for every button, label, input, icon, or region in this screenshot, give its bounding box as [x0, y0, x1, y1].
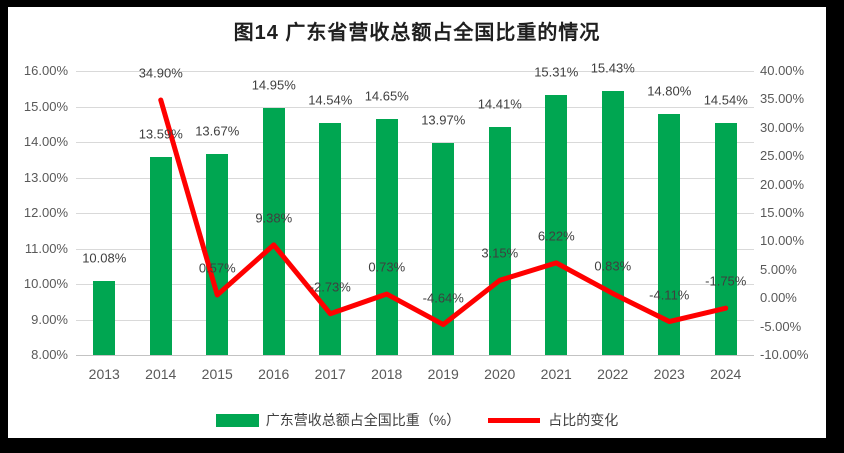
right-axis-tick: -5.00% [760, 318, 802, 334]
left-axis-tick: 9.00% [31, 311, 68, 327]
line-label-2024: -1.75% [705, 273, 747, 289]
right-axis-tick: 15.00% [760, 205, 805, 220]
right-axis-tick: 40.00% [760, 63, 805, 78]
x-axis-tick: 2016 [258, 366, 290, 382]
right-axis-tick: 35.00% [760, 91, 805, 107]
bar-label-2020: 14.41% [477, 96, 522, 112]
left-axis: 16.00% 15.00% 14.00% 13.00% 12.00% 11.00% 10.0… [8, 63, 70, 362]
x-axis-tick: 2015 [201, 366, 233, 382]
line-series-layer [158, 97, 729, 328]
bar-label-2023: 14.80% [647, 83, 692, 99]
x-axis-tick: 2021 [540, 366, 572, 382]
gridline [76, 142, 754, 143]
bar-2017 [319, 122, 342, 355]
bar-2024 [714, 122, 737, 355]
right-axis-tick: 30.00% [760, 119, 805, 135]
left-axis-tick: 16.00% [23, 63, 68, 78]
line-label-2022: 0.83% [594, 258, 632, 274]
line-label-2017: -2.73% [309, 279, 351, 295]
gridline [76, 177, 754, 179]
legend-line-swatch-icon [488, 417, 541, 423]
bar-2019 [432, 143, 455, 355]
right-axis-tick: 5.00% [760, 261, 797, 277]
x-axis-tick: 2024 [710, 366, 742, 382]
gridline [76, 248, 754, 250]
right-axis-tick: 10.00% [760, 233, 805, 249]
line-label-2023: -4.11% [649, 287, 690, 303]
gridline [76, 355, 754, 356]
gridline [76, 319, 754, 321]
right-axis-tick: 25.00% [760, 148, 805, 164]
right-axis: 40.00% 35.00% 30.00% 25.00% 20.00% 15.00% 10.0… [760, 63, 826, 362]
gridline [76, 284, 754, 285]
x-axis-tick: 2017 [314, 366, 346, 382]
bar-label-2022: 15.43% [590, 60, 635, 76]
legend-bar-label: 广东营收总额占全国比重（%） [265, 412, 461, 428]
bar-label-2019: 13.97% [421, 112, 466, 128]
bar-2015 [206, 153, 229, 355]
x-axis-tick: 2022 [597, 366, 629, 382]
chart-title: 图14 广东省营收总额占全国比重的情况 [233, 22, 601, 44]
x-axis-tick: 2019 [427, 366, 459, 382]
bar-2020 [488, 127, 511, 355]
gridline [76, 106, 754, 108]
right-axis-tick: -10.00% [760, 347, 809, 362]
bar-label-2018: 14.65% [364, 88, 409, 104]
left-axis-tick: 11.00% [24, 240, 68, 256]
x-axis-tick: 2013 [88, 366, 120, 382]
legend: 广东营收总额占全国比重（%） 占比的变化 [8, 410, 826, 430]
bar-label-2013: 10.08% [82, 250, 127, 266]
x-axis-tick: 2018 [371, 366, 403, 382]
bar-label-2014: 13.59% [138, 126, 183, 142]
bar-label-2016: 14.95% [251, 77, 296, 93]
bar-2016 [262, 108, 285, 355]
left-axis-tick: 8.00% [31, 347, 68, 362]
left-axis-tick: 14.00% [23, 134, 68, 149]
legend-line-label: 占比的变化 [548, 412, 619, 428]
left-axis-tick: 10.00% [23, 276, 68, 291]
bar-label-2021: 15.31% [534, 64, 579, 80]
left-axis-tick: 12.00% [23, 205, 68, 220]
bar-2014 [149, 156, 172, 355]
right-axis-tick: 20.00% [760, 176, 805, 192]
gridline [76, 213, 754, 214]
plot-area: 10.08% 13.59% 13.67% 14.95% 14.54% 14.65% 13.9… [76, 61, 754, 356]
line-label-2020: 3.15% [481, 245, 519, 261]
line-series [158, 97, 729, 328]
left-axis-tick: 13.00% [23, 169, 68, 185]
line-label-2018: 0.73% [368, 259, 406, 275]
line-label-2015: 0.57% [198, 260, 236, 276]
x-axis-tick: 2014 [145, 366, 177, 382]
line-label-2019: -4.64% [422, 290, 464, 306]
bar-label-2015: 13.67% [195, 123, 240, 139]
bar-label-2024: 14.54% [703, 92, 748, 108]
line-label-2014: 34.90% [138, 65, 183, 81]
line-label-2016: 9.38% [255, 210, 293, 226]
legend-bar-swatch-icon [215, 413, 259, 427]
gridline [76, 71, 754, 72]
bar-2023 [658, 113, 681, 355]
line-label-2021: 6.22% [537, 228, 575, 244]
x-axis: 2013 2014 2015 2016 2017 2018 2019 2020 2021 2022… [76, 365, 754, 387]
bar-2013 [93, 281, 116, 355]
x-axis-tick: 2020 [484, 366, 516, 382]
bar-2021 [545, 95, 568, 355]
chart-panel: 图14 广东省营收总额占全国比重的情况 16.00% 15.00% 14.00% 13… [8, 7, 826, 438]
x-axis-tick: 2023 [653, 366, 685, 382]
left-axis-tick: 15.00% [23, 98, 68, 114]
right-axis-tick: 0.00% [760, 290, 797, 306]
bar-label-2017: 14.54% [308, 92, 353, 108]
